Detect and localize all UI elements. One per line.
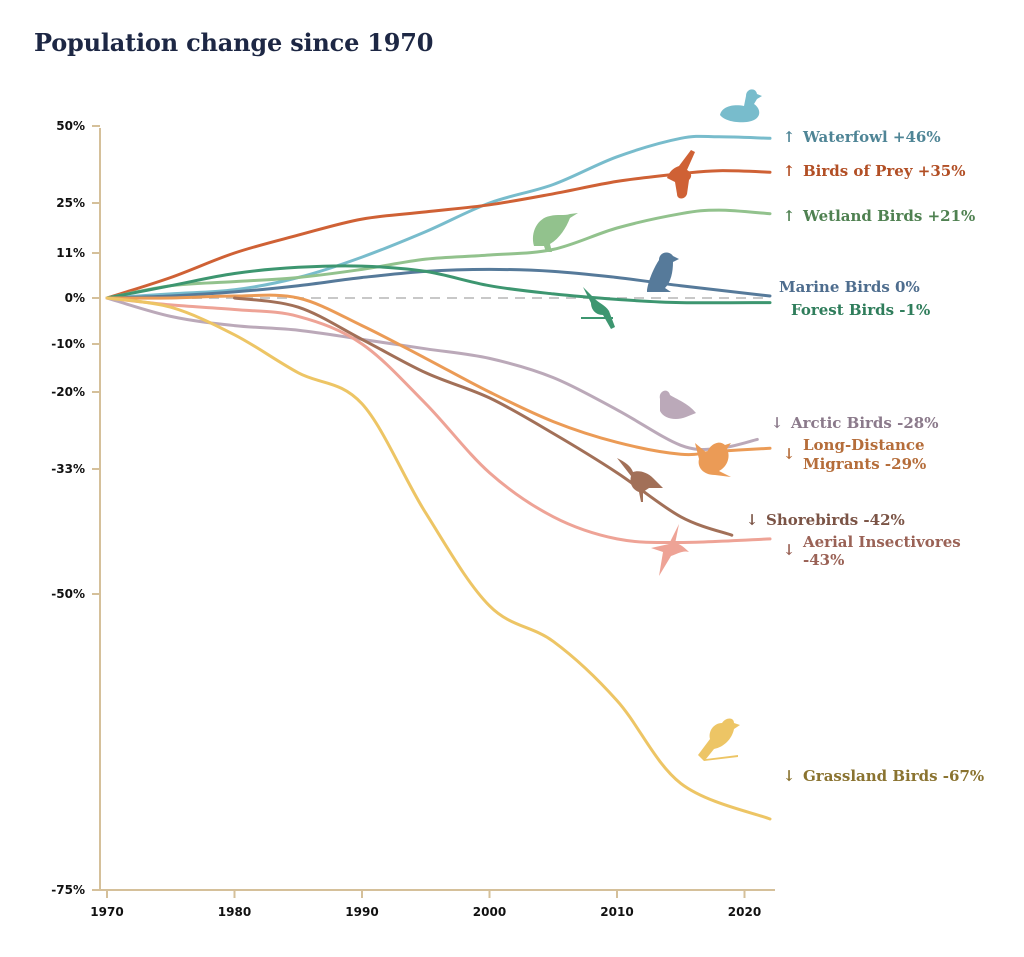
series-label-aerial-insectivores: ↓ Aerial Insectivores-43% (783, 533, 961, 569)
series-line-forest-birds (105, 264, 772, 305)
series-label-text: Aerial Insectivores (802, 533, 961, 551)
puffin-icon (647, 252, 679, 292)
series-label-birds-of-prey: ↑ Birds of Prey +35% (783, 162, 966, 180)
series-label-text: Long-Distance (803, 436, 925, 454)
series-label-shorebirds: ↓ Shorebirds -42% (746, 511, 905, 529)
x-tick-label: 1970 (90, 905, 123, 919)
hawk-icon (667, 150, 695, 199)
hummingbird-icon (581, 287, 615, 329)
y-tick-label: 11% (56, 246, 85, 260)
trend-arrow: ↑ (783, 128, 796, 146)
trend-arrow: ↓ (746, 511, 759, 529)
series-label-text: Arctic Birds -28% (790, 414, 938, 432)
trend-arrow: ↓ (783, 767, 796, 785)
series-label-text: Migrants -29% (803, 455, 926, 473)
y-tick-label: -20% (51, 385, 85, 399)
trend-arrow: ↑ (783, 207, 796, 225)
x-tick-label: 1980 (218, 905, 251, 919)
heron-icon (532, 213, 578, 252)
y-tick-label: -10% (51, 337, 85, 351)
series-line-arctic-birds (105, 296, 759, 452)
x-axis: 1970 1980 1990 2000 2010 2020 (90, 889, 775, 919)
series-lines (105, 134, 772, 821)
series-labels: ↑ Waterfowl +46% ↑ Birds of Prey +35% ↑ Wetla… (746, 128, 984, 785)
y-tick-label: 0% (65, 291, 85, 305)
series-label-marine-birds: Marine Birds 0% (779, 278, 920, 296)
y-tick-label: -50% (51, 587, 85, 601)
y-tick-label: 25% (56, 196, 85, 210)
series-label-text: Waterfowl +46% (802, 128, 941, 146)
series-line-aerial-insectivores (105, 296, 772, 545)
series-label-text: Marine Birds 0% (779, 278, 920, 296)
series-label-text: Forest Birds -1% (791, 301, 930, 319)
swallow-icon (651, 524, 689, 576)
curlew-icon (617, 458, 663, 502)
trend-arrow: ↓ (771, 414, 784, 432)
ptarmigan-icon (659, 390, 696, 419)
oriole-icon (695, 442, 731, 477)
series-label-waterfowl: ↑ Waterfowl +46% (783, 128, 941, 146)
y-tick-label: -33% (51, 462, 85, 476)
y-tick-label: -75% (51, 883, 85, 897)
series-label-wetland-birds: ↑ Wetland Birds +21% (783, 207, 976, 225)
y-tick-label: 50% (56, 119, 85, 133)
series-line-shorebirds (233, 296, 734, 537)
x-tick-label: 2020 (728, 905, 761, 919)
series-label-grassland-birds: ↓ Grassland Birds -67% (783, 767, 984, 785)
x-tick-label: 2000 (473, 905, 506, 919)
chart-title: Population change since 1970 (34, 28, 434, 57)
y-axis: 50% 25% 11% 0% -10% -20% -33% -50% -75% (51, 119, 770, 897)
meadowlark-icon (698, 718, 740, 761)
series-line-long-distance-migrants (105, 293, 772, 457)
bird-icons (532, 89, 762, 761)
trend-arrow: ↓ (783, 541, 796, 559)
x-tick-label: 2010 (600, 905, 633, 919)
series-line-wetland-birds (105, 208, 772, 300)
series-label-text: -43% (803, 551, 844, 569)
series-label-text: Wetland Birds +21% (802, 207, 975, 225)
series-label-text: Shorebirds -42% (766, 511, 905, 529)
series-label-text: Birds of Prey +35% (803, 162, 965, 180)
series-label-arctic-birds: ↓ Arctic Birds -28% (771, 414, 939, 432)
series-line-grassland-birds (105, 296, 772, 821)
series-label-text: Grassland Birds -67% (803, 767, 984, 785)
trend-arrow: ↓ (783, 445, 796, 463)
series-line-waterfowl (105, 134, 772, 300)
duck-icon (720, 89, 762, 123)
trend-arrow: ↑ (783, 162, 796, 180)
x-tick-label: 1990 (345, 905, 378, 919)
series-label-forest-birds: Forest Birds -1% (791, 301, 930, 319)
